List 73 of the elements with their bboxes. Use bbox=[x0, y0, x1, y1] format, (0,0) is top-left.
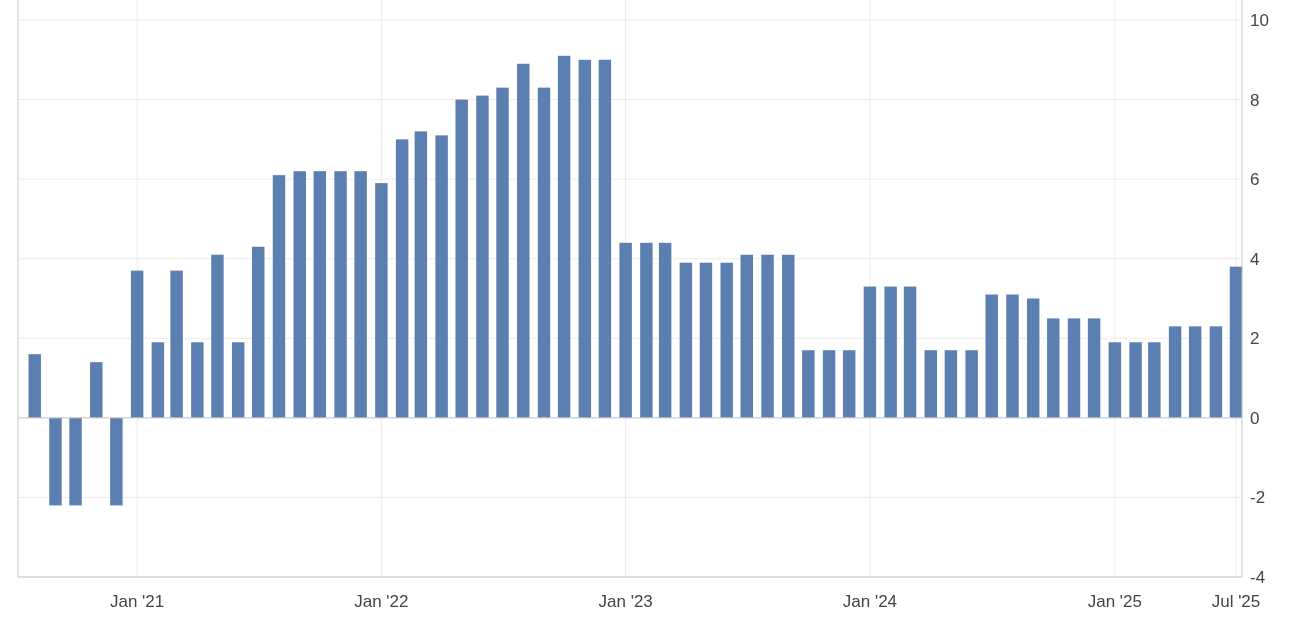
bar bbox=[658, 242, 672, 418]
bar bbox=[28, 354, 41, 418]
bar bbox=[1129, 342, 1142, 418]
bar bbox=[395, 139, 409, 418]
bar bbox=[598, 59, 612, 418]
bar bbox=[1108, 342, 1122, 418]
bar bbox=[354, 171, 367, 418]
bar bbox=[170, 270, 183, 418]
bar bbox=[1067, 318, 1081, 418]
y-tick-label: -4 bbox=[1250, 567, 1266, 587]
x-tick-label: Jan '24 bbox=[842, 592, 898, 611]
bar bbox=[1006, 294, 1019, 418]
bar bbox=[211, 254, 224, 418]
bar bbox=[822, 350, 836, 418]
bar bbox=[191, 342, 204, 418]
y-tick-label: 6 bbox=[1250, 170, 1260, 190]
bar bbox=[699, 262, 713, 418]
bar bbox=[69, 417, 82, 506]
bar bbox=[761, 254, 774, 418]
bar bbox=[231, 342, 245, 418]
bar bbox=[151, 342, 165, 418]
bar bbox=[740, 254, 753, 418]
bar bbox=[679, 262, 693, 418]
bar bbox=[1168, 326, 1182, 418]
bar bbox=[557, 55, 571, 418]
x-tick-label: Jan '22 bbox=[354, 592, 409, 611]
bar bbox=[1188, 326, 1202, 418]
y-tick-label: 10 bbox=[1250, 10, 1269, 30]
bar bbox=[110, 417, 123, 506]
bar bbox=[944, 350, 958, 418]
bar bbox=[1148, 342, 1161, 418]
bar bbox=[496, 87, 509, 418]
bar bbox=[924, 350, 938, 418]
y-tick-label: 8 bbox=[1250, 90, 1260, 110]
bar bbox=[578, 59, 592, 418]
bar bbox=[884, 286, 897, 418]
y-tick-label: 0 bbox=[1250, 408, 1260, 428]
bar bbox=[802, 350, 815, 418]
bar bbox=[435, 135, 448, 418]
y-tick-label: -2 bbox=[1250, 488, 1266, 508]
bar bbox=[1047, 318, 1060, 418]
bar bbox=[903, 286, 917, 418]
bar bbox=[375, 183, 388, 418]
x-tick-label: Jul '25 bbox=[1211, 592, 1261, 611]
bar bbox=[517, 63, 530, 418]
bar bbox=[130, 270, 144, 418]
bar bbox=[1087, 318, 1101, 418]
bar bbox=[842, 350, 856, 418]
bar bbox=[414, 131, 428, 418]
bar bbox=[782, 254, 795, 418]
bar bbox=[619, 242, 632, 418]
bar bbox=[455, 99, 468, 418]
bar bbox=[863, 286, 877, 418]
bar bbox=[720, 262, 733, 418]
bar bbox=[313, 171, 327, 418]
bar bbox=[252, 246, 265, 418]
y-tick-label: 4 bbox=[1250, 249, 1260, 269]
x-tick-label: Jan '23 bbox=[598, 592, 653, 611]
bar bbox=[90, 362, 103, 418]
bar bbox=[965, 350, 978, 418]
bar bbox=[640, 242, 653, 418]
bar bbox=[985, 294, 998, 418]
y-tick-label: 2 bbox=[1250, 329, 1260, 349]
x-tick-label: Jan '21 bbox=[109, 592, 165, 611]
bar bbox=[334, 171, 347, 418]
bar bbox=[293, 171, 306, 418]
bar bbox=[1026, 298, 1040, 418]
bar bbox=[1209, 326, 1223, 418]
bar bbox=[476, 95, 489, 418]
bar bbox=[537, 87, 551, 418]
bar bbox=[272, 175, 286, 418]
bar bbox=[49, 417, 62, 506]
x-tick-label: Jan '25 bbox=[1087, 592, 1142, 611]
